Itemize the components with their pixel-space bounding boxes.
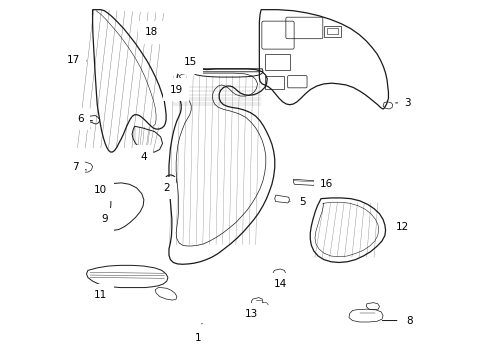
Text: 16: 16 — [319, 179, 333, 189]
Text: 14: 14 — [273, 279, 287, 289]
Bar — [265, 76, 285, 89]
Text: 6: 6 — [77, 114, 93, 124]
Text: 18: 18 — [145, 27, 158, 37]
Text: 8: 8 — [382, 316, 413, 325]
Text: 19: 19 — [170, 85, 183, 95]
Text: 11: 11 — [94, 291, 107, 301]
Text: 5: 5 — [290, 197, 306, 207]
Bar — [324, 26, 341, 37]
Text: 13: 13 — [245, 307, 258, 319]
Bar — [265, 54, 290, 69]
Text: 7: 7 — [73, 162, 87, 172]
Text: 2: 2 — [164, 183, 170, 193]
Text: 4: 4 — [141, 152, 147, 162]
Text: 17: 17 — [67, 55, 87, 65]
Bar — [327, 28, 338, 35]
Text: 9: 9 — [101, 215, 110, 224]
Text: 12: 12 — [394, 222, 409, 231]
Text: 1: 1 — [195, 323, 202, 343]
Text: 15: 15 — [184, 57, 197, 67]
Text: 10: 10 — [94, 185, 107, 195]
Text: 3: 3 — [395, 98, 411, 108]
